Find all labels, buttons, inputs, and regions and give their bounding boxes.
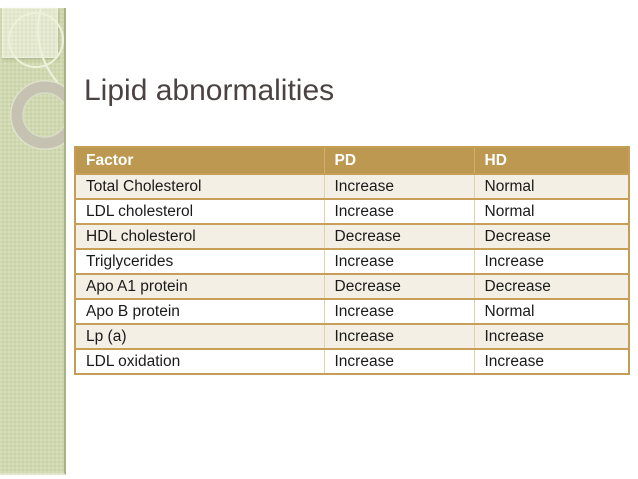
hd-cell: Decrease [473,223,629,249]
sidebar-top-square [2,8,58,58]
hd-cell: Normal [473,173,629,199]
hd-cell: Decrease [473,273,629,299]
factor-cell: Apo B protein [75,298,324,324]
col-header-factor: Factor [75,147,324,174]
pd-cell: Increase [323,198,474,224]
factor-cell: Lp (a) [75,323,324,349]
col-header-hd: HD [473,147,629,174]
table-row: Apo B protein Increase Normal [75,298,629,324]
pd-cell: Increase [323,348,474,374]
table-row: Lp (a) Increase Increase [75,323,629,349]
hd-cell: Increase [473,323,629,349]
factor-cell: LDL oxidation [75,348,324,374]
table-row: LDL oxidation Increase Increase [75,348,629,374]
factor-cell: Apo A1 protein [75,273,324,299]
col-header-pd: PD [323,147,474,174]
pd-cell: Increase [323,323,474,349]
factor-cell: Total Cholesterol [75,173,324,199]
factor-cell: LDL cholesterol [75,198,324,224]
table-row: Total Cholesterol Increase Normal [75,173,629,199]
factor-cell: Triglycerides [75,248,324,274]
hd-cell: Normal [473,198,629,224]
hd-cell: Normal [473,298,629,324]
factor-cell: HDL cholesterol [75,223,324,249]
lipid-abnormalities-table: Factor PD HD Total Cholesterol Increase … [74,146,630,375]
pd-cell: Decrease [323,223,474,249]
table-row: HDL cholesterol Decrease Decrease [75,223,629,249]
sidebar-decoration [0,8,66,475]
pd-cell: Increase [323,298,474,324]
hd-cell: Increase [473,248,629,274]
hd-cell: Increase [473,348,629,374]
decorative-circles-icon [8,8,64,150]
table-header-row: Factor PD HD [75,147,629,174]
table-row: Apo A1 protein Decrease Decrease [75,273,629,299]
pd-cell: Decrease [323,273,474,299]
pd-cell: Increase [323,173,474,199]
page-title: Lipid abnormalities [84,74,335,107]
pd-cell: Increase [323,248,474,274]
table-row: Triglycerides Increase Increase [75,248,629,274]
table-row: LDL cholesterol Increase Normal [75,198,629,224]
